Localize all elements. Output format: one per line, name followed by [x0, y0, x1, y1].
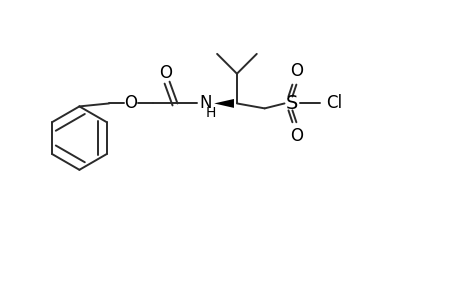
Text: O: O [289, 62, 302, 80]
Text: O: O [289, 127, 302, 145]
Text: H: H [206, 106, 216, 120]
Text: O: O [124, 94, 137, 112]
Text: N: N [199, 94, 211, 112]
Text: Cl: Cl [325, 94, 341, 112]
Text: O: O [159, 64, 172, 82]
Text: S: S [285, 94, 298, 113]
Polygon shape [214, 99, 234, 108]
